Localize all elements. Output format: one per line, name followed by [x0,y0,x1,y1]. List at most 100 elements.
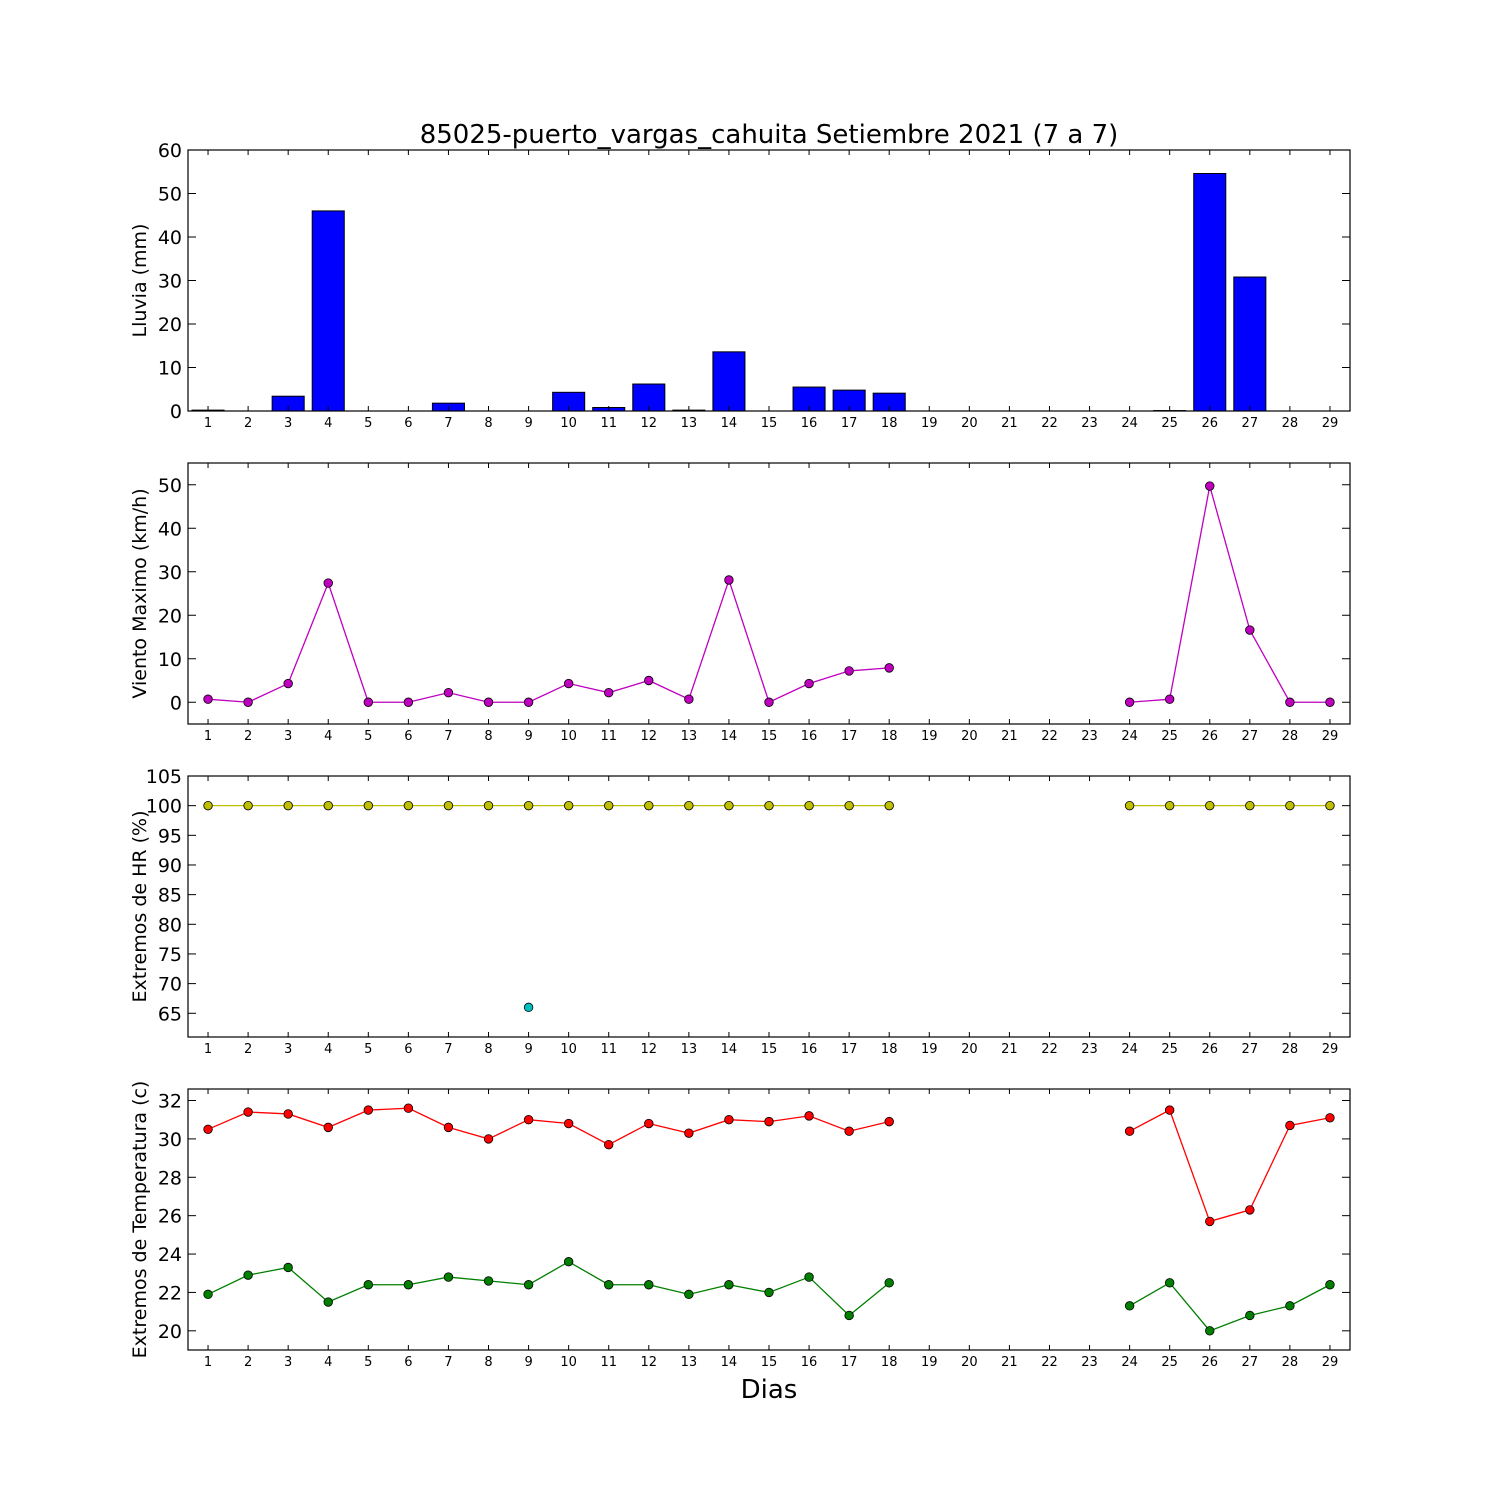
x-tick-label: 7 [444,729,452,744]
x-tick-label: 14 [721,729,738,744]
figure-title: 85025-puerto_vargas_cahuita Setiembre 20… [420,120,1119,150]
x-tick-label: 11 [600,1355,617,1370]
x-tick-label: 17 [841,729,858,744]
x-tick-label: 24 [1121,416,1138,431]
x-tick-label: 5 [364,729,372,744]
data-point-day-26 [1205,481,1215,491]
x-tick-label: 12 [641,729,658,744]
x-tick-label: 22 [1041,729,1058,744]
x-tick-label: 4 [324,1042,332,1057]
x-tick-label: 8 [484,729,492,744]
x-tick-label: 16 [801,416,818,431]
bar-series [191,172,1267,412]
data-point-day-4 [323,578,333,588]
x-tick-label: 16 [801,729,818,744]
data-point-day-25 [1164,800,1175,811]
data-point-day-7 [443,1272,454,1282]
data-point-day-27 [1245,800,1255,811]
data-point-day-18 [884,1116,894,1127]
x-tick-label: 28 [1282,416,1299,431]
y-axis-label: Lluvia (mm) [129,224,151,338]
x-tick-label: 11 [600,729,617,744]
x-tick-label: 2 [244,416,252,431]
y-tick-label: 40 [158,227,182,249]
data-point-day-26 [1205,1216,1215,1227]
x-tick-label: 6 [404,729,412,744]
x-tick-label: 20 [961,729,978,744]
data-point-day-28 [1285,697,1295,707]
x-tick-label: 20 [961,1042,978,1057]
x-tick-label: 24 [1121,729,1138,744]
data-point-day-9 [523,697,534,707]
data-point-day-28 [1285,1120,1295,1131]
x-tick-label: 16 [801,1042,818,1057]
data-point-day-8 [483,800,494,811]
data-point-day-3 [283,1262,293,1273]
chart-panel-wind: 1 2 3 4 5 6 7 8 9 10 11 12 13 14 15 16 17 18 19 20 21 22 23 24 2… [129,462,1351,744]
chart-panel-rain: 1 2 3 4 5 6 7 8 9 10 11 12 13 14 15 16 17 18 19 20 21 22 23 24 2… [129,140,1351,431]
x-tick-label: 1 [204,1355,212,1370]
data-point-day-1 [203,800,213,811]
data-point-day-2 [243,1107,253,1117]
data-point-day-16 [804,1111,814,1121]
data-point-day-4 [323,1122,333,1133]
data-point-day-29 [1325,697,1335,707]
x-tick-label: 22 [1041,416,1058,431]
x-tick-label: 6 [404,416,412,431]
x-tick-label: 13 [681,1042,698,1057]
data-point-day-15 [764,1116,774,1127]
x-tick-label: 8 [484,416,492,431]
x-tick-label: 16 [801,1355,818,1370]
chart-panel-hr: 1 2 3 4 5 6 7 8 9 10 11 12 13 14 15 16 17 18 19 20 21 22 23 24 2… [129,766,1351,1057]
series-line [1129,1281,1331,1332]
data-point-day-13 [684,1289,694,1300]
x-tick-label: 7 [444,1042,452,1057]
data-point-day-11 [604,1139,614,1150]
x-tick-label: 25 [1161,416,1178,431]
x-tick-label: 6 [404,1355,412,1370]
x-tick-label: 14 [721,416,738,431]
series-line [1129,1109,1331,1223]
chart-panels: 1 2 3 4 5 6 7 8 9 10 11 12 13 14 15 16 17 18 19 20 21 22 23 24 2… [129,140,1351,1370]
y-tick-label: 32 [158,1091,182,1113]
x-tick-label: 3 [284,729,292,744]
x-tick-label: 10 [560,1355,577,1370]
data-point-day-9 [523,1002,534,1013]
x-tick-label: 27 [1242,729,1259,744]
x-tick-label: 26 [1201,1355,1218,1370]
data-point-day-11 [604,1280,614,1290]
x-tick-label: 9 [524,1355,532,1370]
data-point-day-18 [884,800,894,811]
data-point-day-27 [1245,625,1255,635]
data-point-day-9 [523,1280,534,1290]
x-tick-label: 25 [1161,1355,1178,1370]
data-point-day-14 [724,1280,734,1290]
x-tick-label: 11 [600,416,617,431]
plot-area [188,463,1350,724]
line-series-2 [523,1002,534,1013]
data-point-day-8 [483,1276,494,1286]
data-point-day-6 [403,697,414,707]
x-tick-label: 3 [284,1042,292,1057]
y-tick-label: 95 [158,825,182,847]
data-point-day-13 [684,1128,694,1138]
x-tick-label: 2 [244,1355,252,1370]
data-point-day-9 [523,800,534,811]
x-tick-label: 20 [961,1355,978,1370]
x-tick-label: 25 [1161,729,1178,744]
data-point-day-5 [363,1280,374,1290]
y-tick-label: 0 [170,692,182,714]
x-tick-label: 4 [324,416,332,431]
x-tick-label: 1 [204,1042,212,1057]
series-line [207,577,890,704]
y-tick-label: 40 [158,518,182,540]
x-tick-label: 10 [560,729,577,744]
data-point-day-24 [1124,800,1135,811]
x-tick-label: 5 [364,416,372,431]
series-line [207,1107,890,1146]
x-axis-label: Dias [741,1375,798,1405]
data-point-day-8 [483,697,494,707]
plot-area [188,1089,1350,1350]
line-series-1 [203,800,1335,811]
data-point-day-14 [724,1115,734,1125]
